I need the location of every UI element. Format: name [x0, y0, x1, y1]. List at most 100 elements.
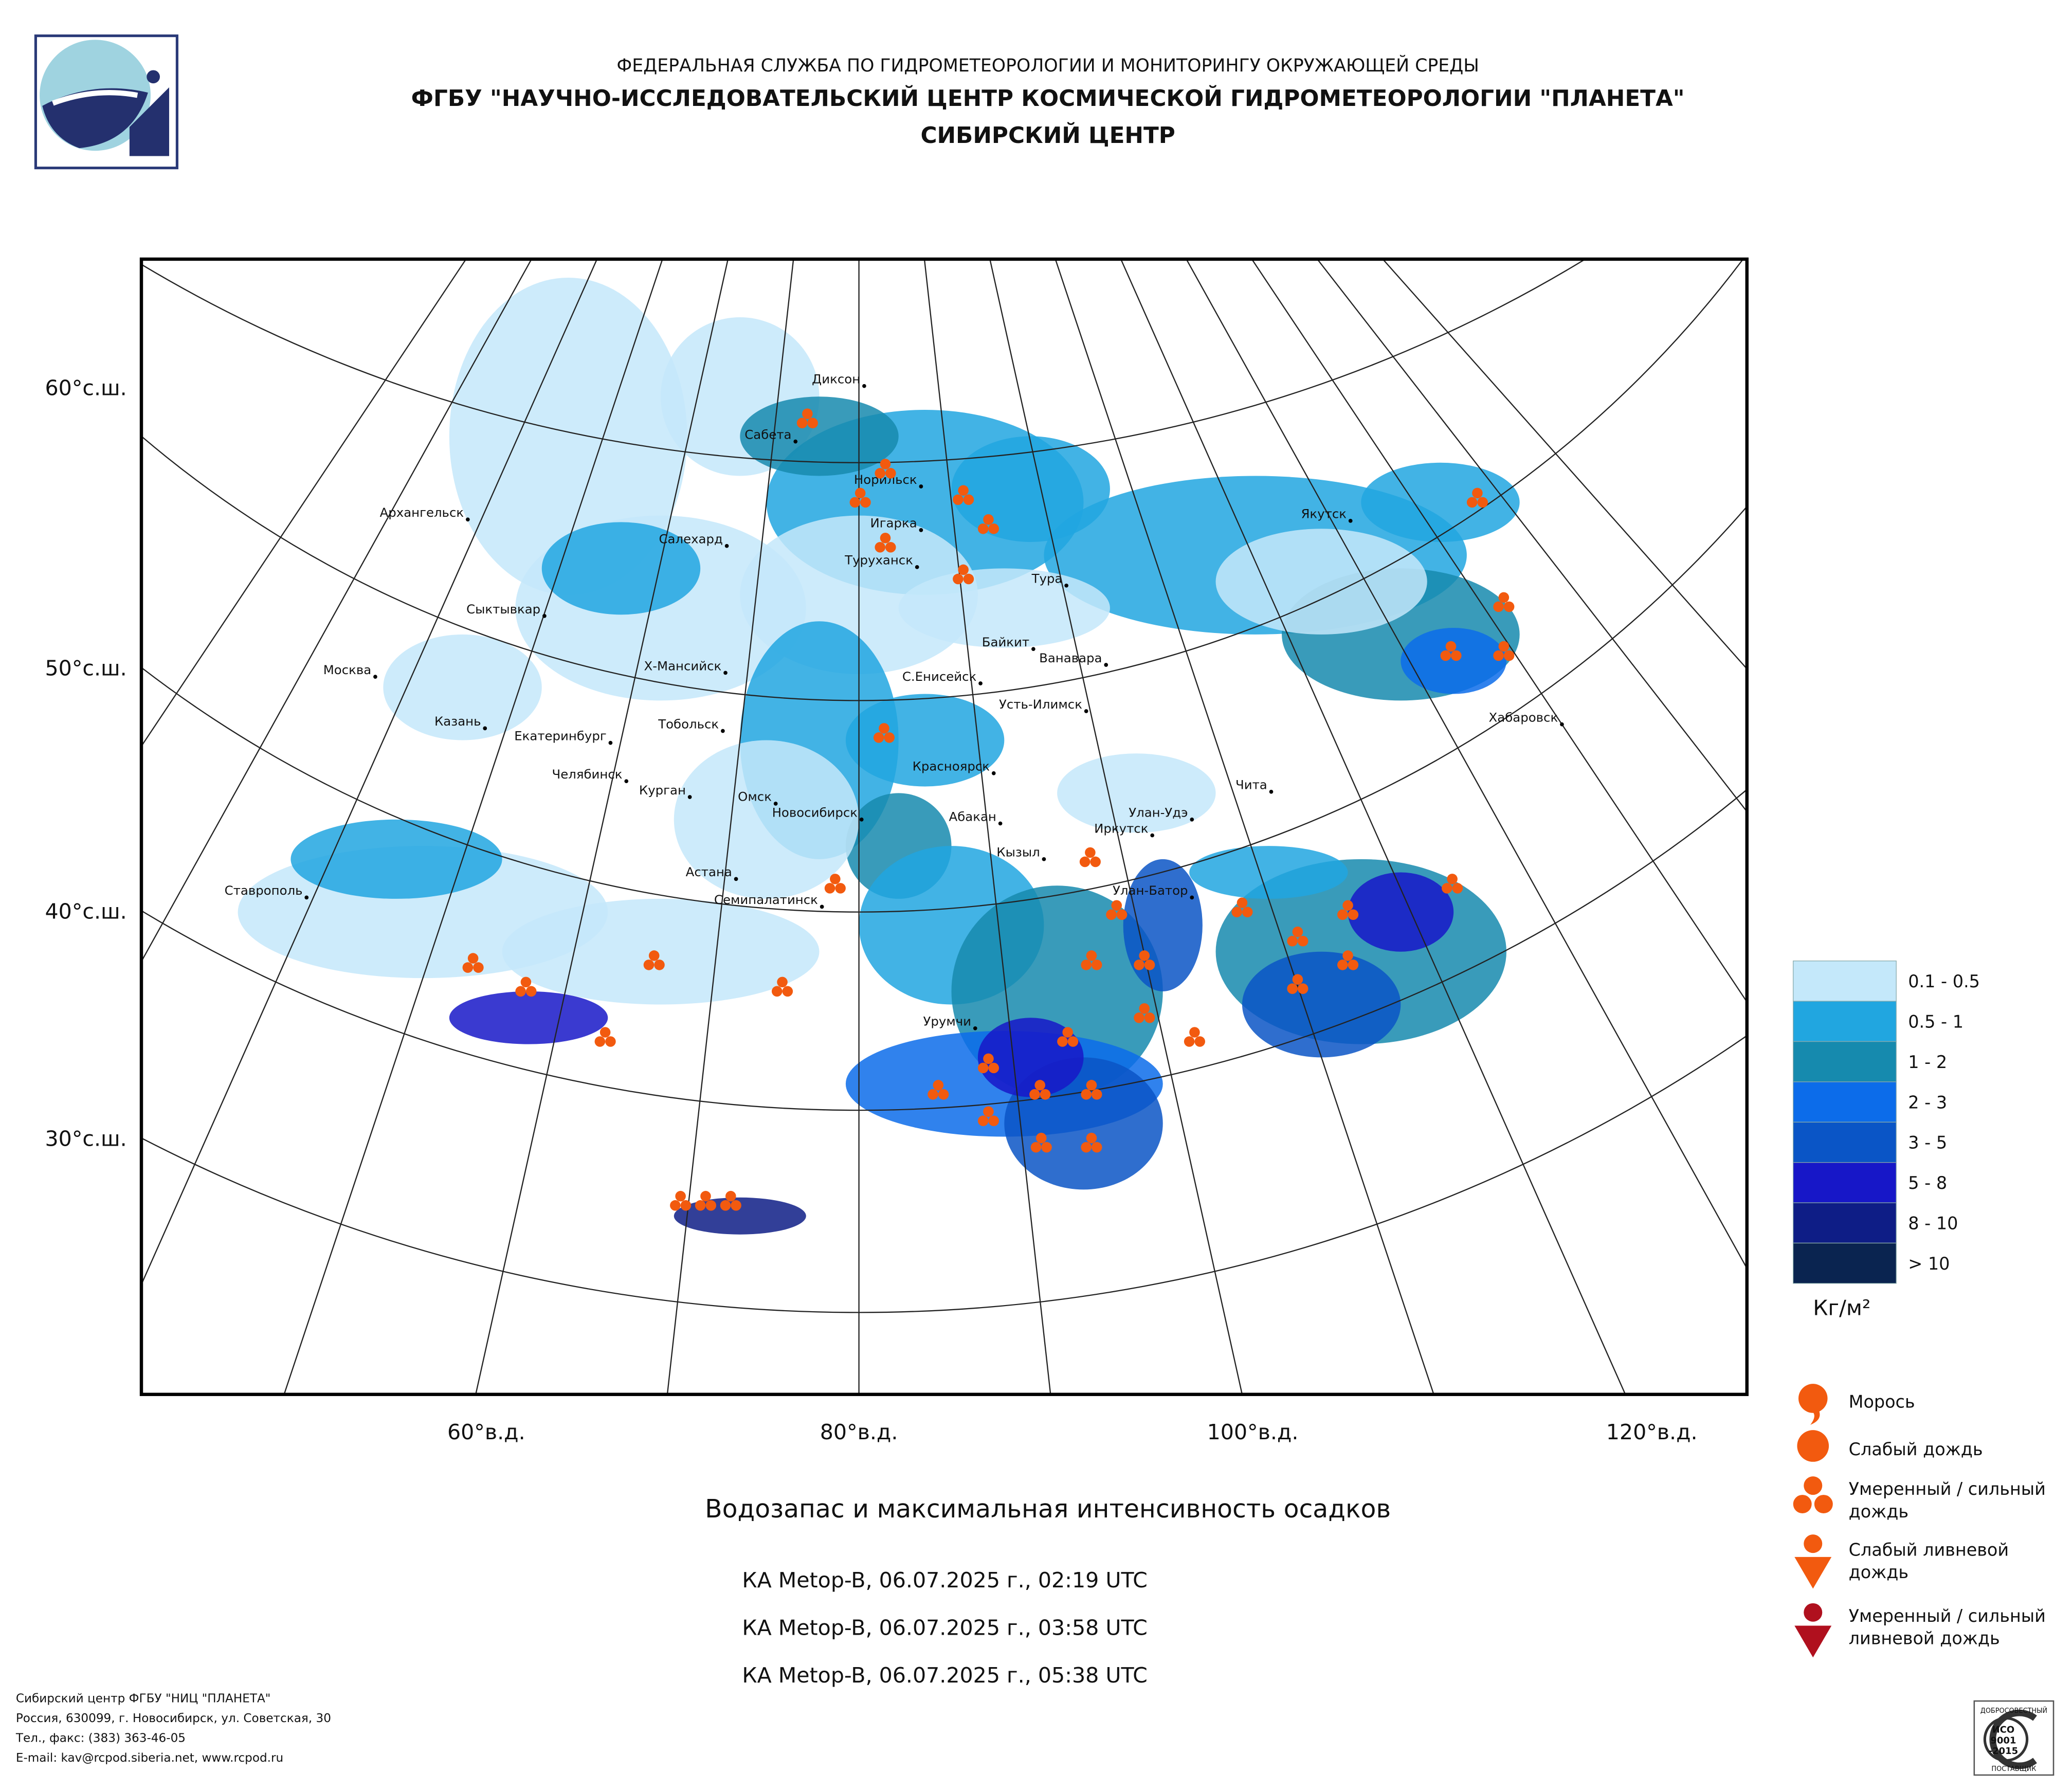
rain-symbol	[1472, 487, 1483, 499]
meridian	[141, 259, 533, 963]
rain-symbol	[1440, 650, 1451, 661]
city-label: Якутск	[1301, 506, 1347, 521]
shower-icon	[1794, 1557, 1832, 1589]
city-dot	[998, 821, 1003, 826]
rain-symbol	[1090, 856, 1101, 867]
rain-symbol	[725, 1190, 736, 1202]
precip-area	[1361, 462, 1520, 542]
city-dot	[373, 675, 377, 679]
badge-standard: ИСО	[1992, 1725, 2015, 1735]
badge-top: ДОБРОСОВЕСТНЫЙ	[1980, 1707, 2047, 1715]
city-dot	[991, 771, 996, 775]
rain-symbol	[1451, 650, 1462, 661]
legend-swatch	[1793, 1041, 1897, 1082]
rain-symbol	[1134, 960, 1144, 970]
city-label: Екатеринбург	[514, 729, 606, 744]
rain-symbol	[830, 874, 841, 884]
rain-symbol	[1079, 856, 1090, 867]
meridian	[666, 259, 794, 1395]
legend-swatch	[1793, 1242, 1897, 1284]
city-label: Курган	[639, 783, 686, 798]
symbol-label: Слабый дождь	[1849, 1439, 1983, 1459]
rain-symbol	[675, 1190, 686, 1202]
precip-area	[541, 522, 701, 615]
city-dot	[1064, 583, 1068, 588]
center: СИБИРСКИЙ ЦЕНТР	[920, 121, 1175, 149]
graticule	[141, 259, 1747, 1395]
symbol-label: дождь	[1849, 1562, 1909, 1582]
rain-symbol	[1139, 1003, 1150, 1014]
symbol-label: Умеренный / сильный	[1849, 1479, 2046, 1499]
rain-symbol	[983, 1053, 994, 1064]
precip-area	[1057, 753, 1216, 833]
rain-symbol	[1337, 909, 1348, 920]
symbol-label: ливневой дождь	[1849, 1628, 2000, 1648]
city-dot	[1348, 519, 1353, 523]
map-frame	[139, 257, 1749, 1396]
rain-symbol	[1086, 1132, 1097, 1144]
rain-symbol	[1287, 983, 1298, 994]
meridian	[475, 259, 729, 1395]
city-dot	[608, 740, 613, 745]
rain-symbol	[988, 523, 999, 534]
lat-label: 40°с.ш.	[45, 899, 127, 924]
rain-symbol	[807, 418, 818, 428]
rain-symbol	[1477, 497, 1488, 508]
rain-symbol	[599, 1027, 611, 1038]
rain-symbol	[1057, 1036, 1068, 1047]
city-label: Ванавара	[1039, 650, 1102, 665]
pass-line: КА Metop-B, 06.07.2025 г., 05:38 UTC	[742, 1663, 1147, 1688]
rain-symbol	[1337, 960, 1348, 970]
drizzle-icon	[1798, 1384, 1828, 1413]
legend-swatch	[1793, 1162, 1897, 1203]
badge-bottom: ПОСТАВЩИК	[1991, 1765, 2036, 1773]
precip-area	[449, 277, 687, 595]
rain-symbol	[643, 960, 655, 970]
rain-symbol	[1041, 1142, 1052, 1153]
city-dot	[820, 904, 824, 909]
rain-symbol	[875, 541, 886, 553]
city-dot	[465, 517, 470, 522]
heavy-shower-icon	[1804, 1603, 1823, 1622]
rain-icon	[1804, 1476, 1823, 1495]
rain-symbol	[771, 986, 783, 997]
city-label: Тобольск	[658, 716, 719, 731]
rain-symbol	[933, 1080, 944, 1091]
city-dot	[859, 817, 864, 822]
city-label: Туруханск	[844, 553, 913, 568]
meridian	[1120, 259, 1626, 1395]
city-label: Кызыл	[996, 845, 1040, 860]
rain-symbol	[1144, 1012, 1155, 1023]
city-dot	[1042, 857, 1046, 861]
rain-symbol	[1292, 926, 1303, 937]
rain-symbol	[958, 485, 969, 496]
rain-symbol	[1287, 935, 1298, 947]
city-dot	[793, 439, 798, 444]
rain-symbol	[885, 541, 896, 553]
city-dot	[1031, 647, 1035, 652]
rain-symbol	[1342, 950, 1353, 961]
city-label: Игарка	[870, 516, 917, 531]
rain-symbol	[695, 1200, 706, 1211]
pass-line: КА Metop-B, 06.07.2025 г., 03:58 UTC	[742, 1616, 1147, 1640]
rain-symbol	[988, 1115, 999, 1126]
rain-symbol	[654, 960, 665, 970]
rain-symbol	[835, 883, 846, 894]
precip-area	[898, 568, 1110, 648]
footer-line: Россия, 630099, г. Новосибирск, ул. Сове…	[16, 1712, 331, 1725]
rain-symbol	[860, 497, 871, 508]
rain-symbol	[880, 532, 891, 544]
rain-symbol	[648, 950, 660, 961]
lat-label: 50°с.ш.	[45, 656, 127, 681]
meridian	[141, 259, 598, 1286]
rain-symbol	[731, 1200, 741, 1211]
precip-area	[1189, 846, 1348, 899]
rain-symbol	[1029, 1089, 1040, 1100]
city-label: Архангельск	[380, 505, 464, 520]
rain-symbol	[462, 962, 474, 973]
rain-symbol	[1498, 641, 1510, 652]
city-dot	[542, 614, 547, 618]
drizzle-icon	[1810, 1409, 1820, 1425]
